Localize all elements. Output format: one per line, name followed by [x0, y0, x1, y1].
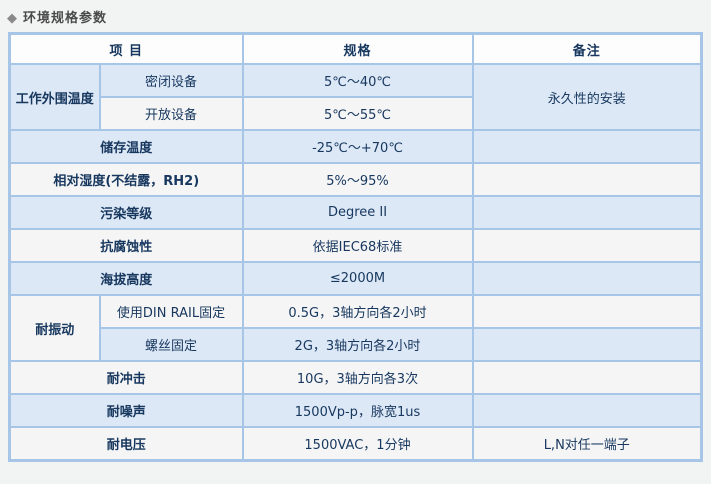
row-label-cell: 耐噪声: [8, 393, 244, 428]
spec-cell: 1500VAC，1分钟: [241, 426, 474, 462]
note-cell: [471, 195, 703, 230]
table-row: 耐振动 使用DIN RAIL固定 0.5G，3轴方向各2小时: [8, 294, 703, 362]
note-cell: [471, 261, 703, 296]
row-label-cell: 海拔高度: [8, 261, 244, 296]
page-title-text: 环境规格参数: [23, 11, 108, 26]
row-label-cell: 污染等级: [8, 195, 244, 230]
row-label-cell: 相对湿度(不结露，RH2): [8, 162, 244, 197]
note-cell: [471, 360, 703, 395]
spec-cell: 2G，3轴方向各2小时: [241, 327, 474, 362]
row-label-cell: 储存温度: [8, 129, 244, 164]
table-row: 污染等级 Degree II: [8, 195, 703, 230]
table-row: 相对湿度(不结露，RH2) 5%～95%: [8, 162, 703, 197]
note-cell: [471, 129, 703, 164]
sub-label-cell: 密闭设备: [98, 63, 244, 98]
note-cell: [471, 228, 703, 263]
spec-cell: 1500Vp-p，脉宽1us: [241, 393, 474, 428]
header-spec: 规格: [241, 32, 474, 65]
note-cell: L,N对任一端子: [471, 426, 703, 462]
row-label-cell: 耐冲击: [8, 360, 244, 395]
group-label-cell: 工作外围温度: [8, 63, 101, 131]
table-row: 海拔高度 ≤2000M: [8, 261, 703, 296]
diamond-icon: ◆: [7, 11, 18, 26]
spec-cell: -25℃～+70℃: [241, 129, 474, 164]
environment-spec-table: 项 目 规格 备注 工作外围温度 密闭设备 5℃～40℃ 永久性的安装 开放设备…: [8, 32, 703, 462]
note-cell: [471, 393, 703, 428]
group-label-cell: 耐振动: [8, 294, 101, 362]
table-row: 工作外围温度 密闭设备 5℃～40℃ 永久性的安装: [8, 63, 703, 131]
page-title: ◆ 环境规格参数: [0, 0, 711, 32]
table-row: 耐电压 1500VAC，1分钟 L,N对任一端子: [8, 426, 703, 462]
header-note: 备注: [471, 32, 703, 65]
spec-cell: 5%～95%: [241, 162, 474, 197]
table-row: 抗腐蚀性 依据IEC68标准: [8, 228, 703, 263]
row-label-cell: 耐电压: [8, 426, 244, 462]
note-cell: [471, 327, 703, 362]
table-row: 开放设备 5℃～55℃: [10, 96, 702, 131]
header-item: 项 目: [8, 32, 244, 65]
table-row: 耐噪声 1500Vp-p，脉宽1us: [8, 393, 703, 428]
table-row: 螺丝固定 2G，3轴方向各2小时: [10, 327, 703, 362]
note-cell: 永久性的安装: [471, 63, 703, 131]
spec-cell: 5℃～55℃: [241, 96, 474, 131]
spec-cell: 10G，3轴方向各3次: [241, 360, 474, 395]
note-cell: [471, 294, 703, 329]
sub-label-cell: 螺丝固定: [98, 327, 244, 362]
header-row: 项 目 规格 备注: [8, 32, 703, 65]
spec-cell: 依据IEC68标准: [241, 228, 474, 263]
table-row: 耐冲击 10G，3轴方向各3次: [8, 360, 703, 395]
spec-cell: Degree II: [241, 195, 474, 230]
spec-cell: ≤2000M: [241, 261, 474, 296]
table-row: 储存温度 -25℃～+70℃: [8, 129, 703, 164]
note-cell: [471, 162, 703, 197]
sub-label-cell: 开放设备: [98, 96, 244, 131]
spec-cell: 0.5G，3轴方向各2小时: [241, 294, 474, 329]
sub-label-cell: 使用DIN RAIL固定: [98, 294, 244, 329]
row-label-cell: 抗腐蚀性: [8, 228, 244, 263]
spec-cell: 5℃～40℃: [241, 63, 474, 98]
